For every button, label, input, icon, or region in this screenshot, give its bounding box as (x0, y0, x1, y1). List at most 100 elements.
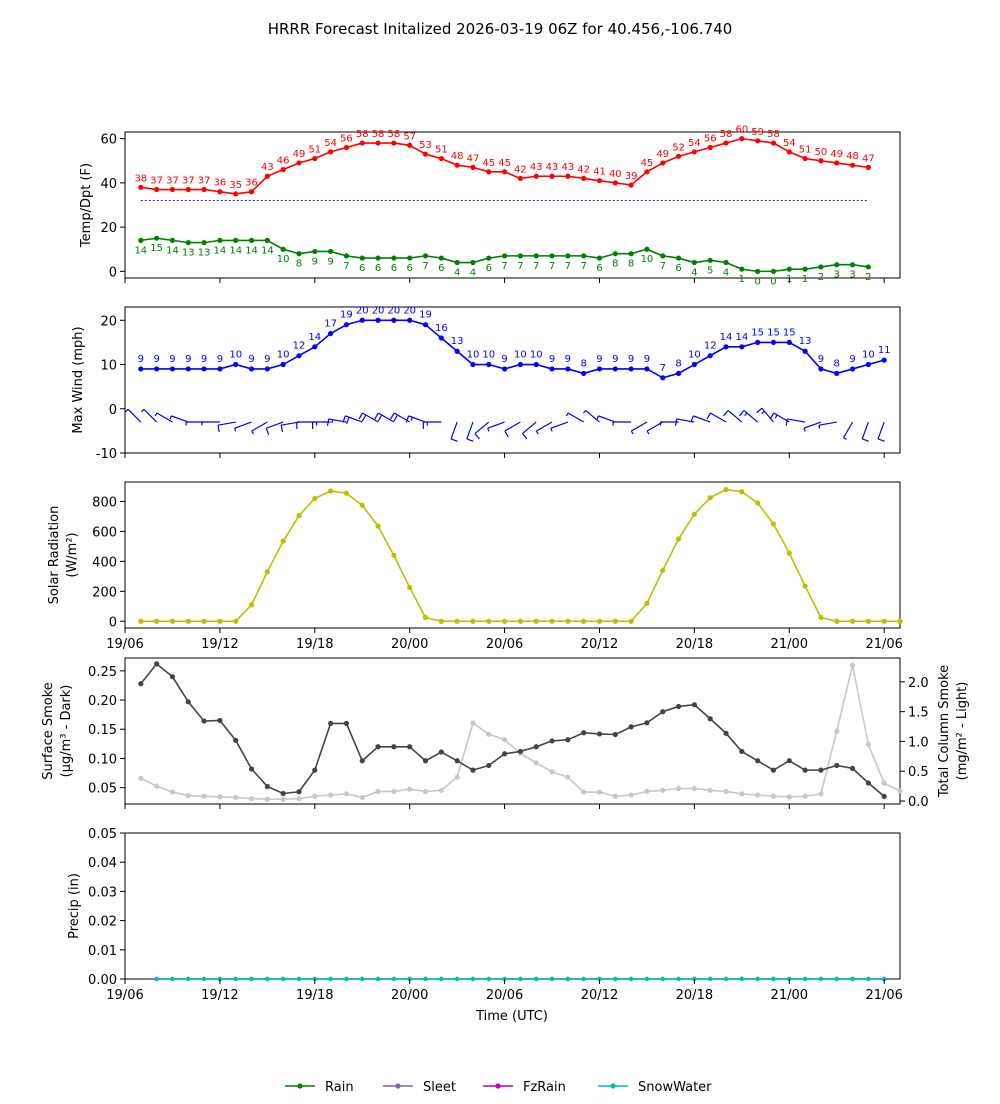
temperature-point (628, 182, 634, 188)
max-wind-point (217, 366, 223, 372)
temp-ytick-label: 60 (100, 133, 117, 148)
solar-radiation-point (628, 618, 634, 624)
total-column-smoke-point (201, 793, 207, 799)
temperature-data-label: 36 (214, 178, 227, 189)
dewpoint-point (138, 237, 144, 243)
snowwater-point (613, 976, 618, 982)
temperature-data-label: 53 (419, 140, 432, 151)
wind-barb-shaft (362, 412, 379, 423)
wind-barb-feather (217, 425, 220, 433)
x-tick-label: 19/18 (296, 988, 333, 1003)
wind-barb-shaft (234, 421, 252, 429)
max-wind-data-label: 10 (467, 350, 480, 361)
smoke-right-ytick-label: 2.0 (908, 676, 929, 691)
surface-smoke-point (596, 731, 603, 737)
solar-radiation-point (849, 618, 856, 624)
dewpoint-data-label: 7 (517, 261, 523, 272)
solar-radiation-point (881, 618, 887, 624)
wind-ytick-label: -10 (96, 447, 117, 462)
surface-smoke-point (739, 748, 745, 755)
total-column-smoke-point (169, 789, 176, 795)
smoke-left-ylabel-line: (μg/m³ - Dark) (59, 685, 74, 778)
snowwater-point (265, 976, 270, 982)
dewpoint-point (343, 253, 350, 259)
max-wind-data-label: 9 (565, 354, 571, 365)
max-wind-data-label: 9 (818, 354, 824, 365)
total-column-smoke-point (422, 788, 429, 795)
wind-barb-feather (630, 430, 634, 435)
dewpoint-data-label: 14 (261, 245, 274, 256)
temp-panel-frame (124, 131, 901, 279)
dewpoint-point (328, 248, 334, 255)
wind-barb-shaft (727, 410, 743, 423)
wind-barb-feather (466, 438, 474, 442)
max-wind-point (723, 344, 729, 350)
max-wind-point (755, 339, 761, 345)
wind-barb-feather (582, 410, 587, 414)
temperature-point (660, 160, 666, 166)
snowwater-point (708, 976, 713, 982)
precip-panel-frame (124, 832, 901, 980)
snowwater-point (186, 976, 191, 982)
temperature-data-label: 58 (372, 129, 385, 140)
dewpoint-data-label: 14 (166, 245, 179, 256)
wind-barb-shaft (408, 415, 426, 423)
wind-barb-shaft (377, 412, 395, 423)
temperature-data-label: 35 (229, 180, 242, 191)
snowwater-point (360, 976, 365, 982)
temp-ytick-label: 20 (100, 221, 117, 236)
dewpoint-data-label: 8 (628, 259, 634, 270)
snowwater-point (233, 976, 238, 982)
snowwater-point (486, 976, 491, 982)
temperature-point (185, 186, 191, 193)
temperature-point (407, 142, 413, 148)
snowwater-point (834, 976, 839, 982)
dewpoint-point (849, 262, 856, 268)
precip-ytick-label: 0.05 (88, 827, 117, 842)
smoke-right-ylabel-line: (mg/m² - Light) (955, 682, 970, 781)
surface-smoke-point (834, 762, 840, 769)
total-column-smoke-point (612, 793, 618, 799)
dewpoint-data-label: 7 (660, 261, 666, 272)
solar-radiation-point (675, 536, 682, 542)
surface-smoke-point (407, 744, 413, 750)
wind-barb-feather (280, 425, 284, 433)
dewpoint-data-label: 2 (818, 272, 824, 283)
smoke-left-ytick-label: 0.20 (88, 694, 117, 709)
smoke-right-ytick-label: 0.5 (908, 765, 929, 780)
wind-barb-feather (393, 414, 399, 422)
solar-ylabel-line: Solar Radiation (47, 506, 62, 605)
wind-barb-feather (818, 425, 821, 429)
temperature-point (786, 149, 792, 155)
dewpoint-point (280, 246, 286, 252)
wind-barb-shaft (693, 415, 711, 423)
max-wind-point (660, 375, 666, 381)
total-column-smoke-point (233, 794, 239, 801)
dewpoint-point (169, 237, 176, 243)
wind-barb-feather (346, 417, 350, 425)
dewpoint-point (217, 237, 223, 243)
wind-barb-shaft (818, 421, 837, 426)
wind-barb-feather (761, 410, 765, 414)
temperature-data-label: 38 (134, 173, 147, 184)
wind-barb-feather (550, 427, 553, 432)
snowwater-point (296, 976, 302, 982)
dewpoint-point (723, 259, 729, 266)
temperature-data-label: 58 (767, 129, 780, 140)
total-column-smoke-line (140, 664, 901, 801)
max-wind-point (881, 357, 887, 363)
wind-barb-feather (785, 418, 788, 426)
snowwater-point (723, 976, 729, 982)
wind-barb-feather (744, 412, 748, 417)
wind-barb-shaft (474, 421, 490, 435)
smoke-right-ytick-label: 0.0 (908, 795, 929, 810)
solar-radiation-point (407, 584, 413, 591)
solar-ytick-label: 200 (92, 585, 117, 600)
legend-swatch-marker (395, 1083, 401, 1089)
x-tick-label: 21/06 (865, 637, 902, 652)
surface-smoke-point (233, 737, 239, 743)
precip-ylabel-line: Precip (in) (67, 873, 82, 939)
temperature-data-label: 37 (198, 176, 211, 187)
temperature-point (818, 158, 824, 164)
snowwater-point (565, 976, 571, 982)
